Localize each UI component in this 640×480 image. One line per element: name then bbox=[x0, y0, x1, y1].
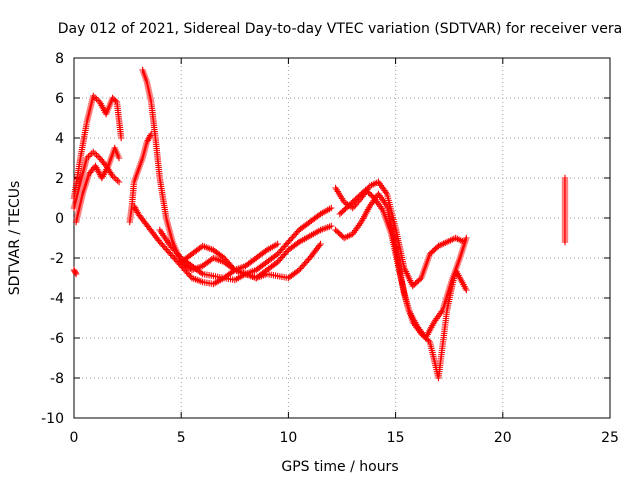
data-point bbox=[317, 240, 324, 248]
grid bbox=[74, 58, 610, 418]
data-marks bbox=[70, 66, 569, 382]
data-point bbox=[328, 222, 335, 230]
x-tick-label: 25 bbox=[601, 430, 619, 446]
data-point bbox=[328, 204, 335, 212]
data-point-fill bbox=[294, 239, 301, 247]
data-point bbox=[117, 134, 125, 142]
y-tick-label: -4 bbox=[50, 291, 64, 307]
y-tick-label: -2 bbox=[50, 251, 64, 267]
series-track-9 bbox=[178, 240, 281, 274]
data-point bbox=[115, 178, 123, 186]
series-track-2 bbox=[70, 92, 125, 202]
data-point-fill bbox=[72, 269, 79, 276]
x-tick-label: 5 bbox=[177, 430, 186, 446]
series-track-12 bbox=[336, 186, 470, 342]
series-track-8 bbox=[156, 226, 324, 284]
data-point-fill bbox=[197, 269, 205, 277]
data-point-fill bbox=[86, 151, 94, 159]
y-tick-label: 6 bbox=[55, 91, 64, 107]
data-point-fill bbox=[316, 242, 323, 249]
data-point bbox=[561, 174, 569, 182]
data-point bbox=[115, 154, 123, 162]
y-axis-label: SDTVAR / TECUs bbox=[7, 181, 23, 296]
axis-ticks: 0 5 10 15 20 25 -10 -8 -6 -4 -2 0 2 4 6 8 bbox=[41, 51, 619, 446]
x-tick-label: 10 bbox=[279, 430, 297, 446]
data-point-fill bbox=[114, 177, 121, 184]
x-tick-label: 20 bbox=[494, 430, 512, 446]
data-point-fill bbox=[94, 153, 102, 160]
x-tick-label: 15 bbox=[387, 430, 405, 446]
x-tick-label: 0 bbox=[70, 430, 79, 446]
x-axis-label: GPS time / hours bbox=[281, 459, 398, 475]
data-point-fill bbox=[93, 95, 100, 103]
y-tick-label: -10 bbox=[41, 411, 64, 427]
y-tick-label: -6 bbox=[50, 331, 64, 347]
y-tick-label: 2 bbox=[55, 171, 64, 187]
data-point-fill bbox=[112, 175, 120, 183]
data-point bbox=[72, 270, 80, 278]
data-point-fill bbox=[91, 150, 99, 157]
data-point-fill bbox=[315, 211, 323, 219]
data-point-fill bbox=[93, 151, 100, 159]
data-point bbox=[463, 234, 470, 242]
data-point bbox=[90, 148, 97, 156]
y-tick-label: -8 bbox=[50, 371, 64, 387]
chart-title: Day 012 of 2021, Sidereal Day-to-day VTE… bbox=[58, 21, 622, 37]
data-point-fill bbox=[350, 203, 358, 210]
plot-frame bbox=[73, 57, 611, 419]
series-track-3 bbox=[72, 144, 123, 226]
data-point-fill bbox=[112, 97, 119, 104]
series-track-7 bbox=[130, 202, 335, 288]
data-point bbox=[463, 286, 470, 294]
data-point-fill bbox=[416, 276, 424, 283]
y-tick-label: 0 bbox=[55, 211, 64, 227]
y-tick-label: 4 bbox=[55, 131, 64, 147]
series-track-4 bbox=[70, 266, 80, 278]
data-point-fill bbox=[262, 247, 269, 255]
data-point bbox=[274, 240, 281, 248]
series-track-13 bbox=[561, 174, 569, 246]
y-tick-label: 8 bbox=[55, 51, 64, 67]
